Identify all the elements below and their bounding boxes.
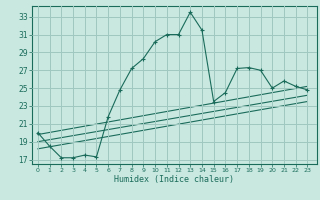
X-axis label: Humidex (Indice chaleur): Humidex (Indice chaleur) [115, 175, 234, 184]
